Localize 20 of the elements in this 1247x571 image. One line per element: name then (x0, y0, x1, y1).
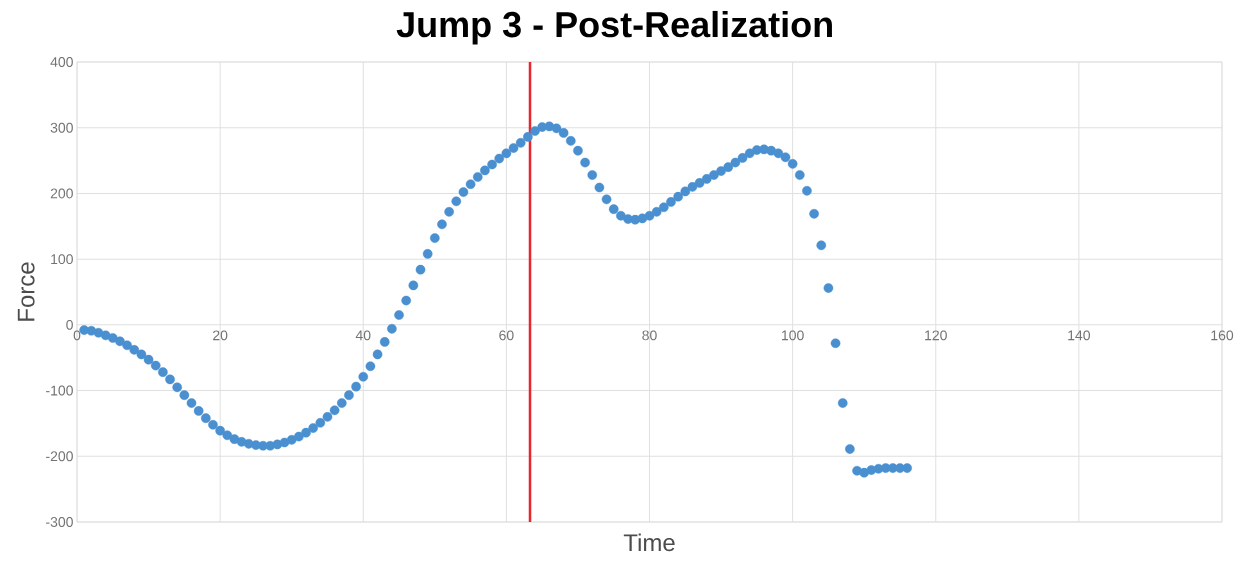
y-tick-label: 300 (50, 122, 73, 133)
x-tick-label: 160 (1211, 330, 1234, 341)
chart-title: Jump 3 - Post-Realization (396, 10, 832, 45)
y-tick-label: -300 (46, 517, 73, 527)
x-tick-label: 140 (1068, 330, 1091, 341)
y-tick-label: 0 (66, 319, 73, 330)
y-tick-label: 200 (50, 188, 73, 199)
y-tick-label: -200 (46, 451, 73, 462)
y-axis-title: Force (17, 262, 35, 321)
x-tick-label: 60 (499, 330, 514, 341)
x-tick-label: 80 (642, 330, 657, 341)
x-tick-label: 20 (213, 330, 228, 341)
x-tick-label: 120 (925, 330, 947, 341)
x-tick-label: 100 (782, 330, 804, 341)
y-tick-label: 400 (50, 57, 73, 67)
y-tick-label: 100 (51, 254, 73, 265)
x-axis-title: Time (623, 533, 675, 552)
x-tick-label: 0 (73, 330, 81, 341)
y-tick-label: -100 (46, 385, 73, 396)
x-tick-label: 40 (355, 330, 371, 341)
